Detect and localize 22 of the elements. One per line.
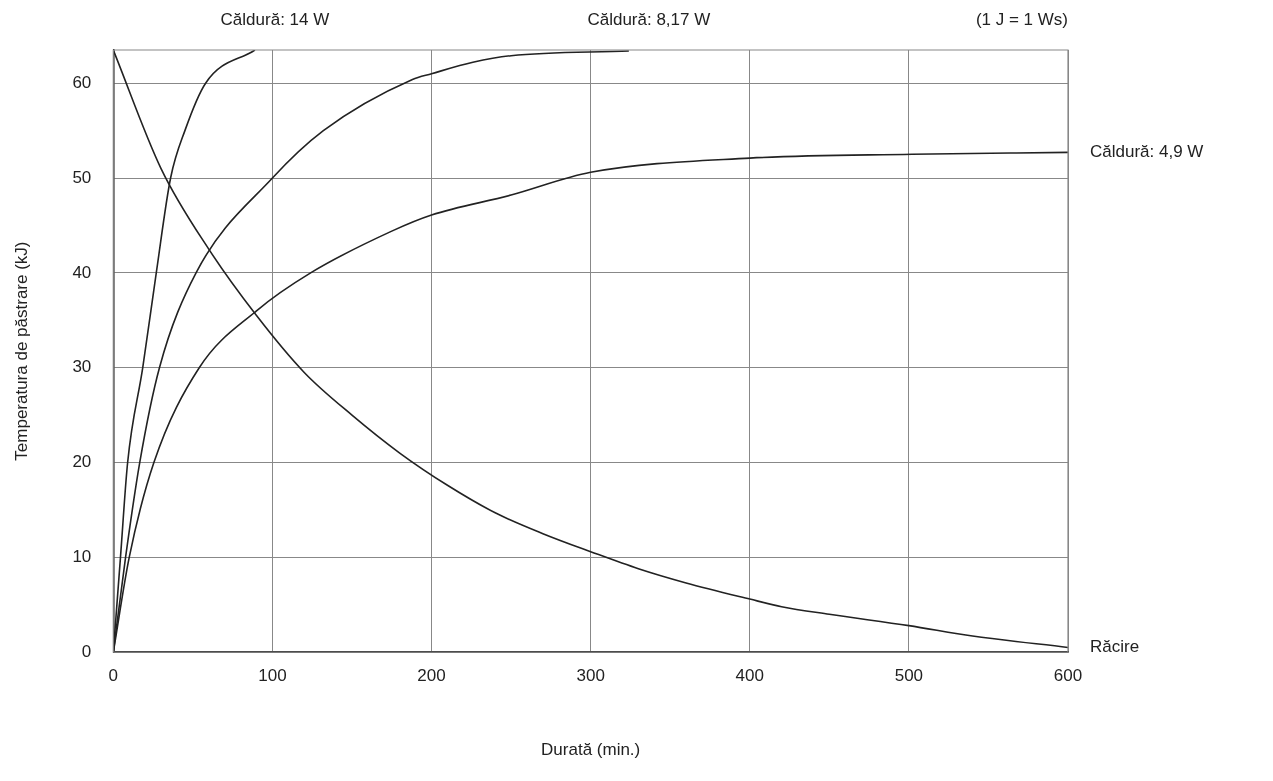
- line-series: [113, 50, 1068, 649]
- y-tick-label: 0: [81, 641, 92, 661]
- x-tick-label: 500: [894, 666, 924, 686]
- y-tick-label: 20: [72, 452, 92, 472]
- y-tick-label: 60: [72, 72, 92, 92]
- y-axis-title: Temperatura de păstrare (kJ): [11, 241, 31, 461]
- x-tick-label: 100: [258, 666, 287, 686]
- x-tick-label: 300: [576, 666, 605, 686]
- series-label: Căldură: 4,9 W: [1090, 142, 1204, 162]
- x-tick-label: 400: [735, 666, 764, 686]
- series-label: Căldură: 8,17 W: [587, 9, 711, 29]
- x-axis-title: Durată (min.): [541, 740, 641, 760]
- text: (1 J = 1 Ws): [975, 9, 1068, 29]
- x-tick-label: 200: [417, 666, 446, 686]
- y-tick-label: 40: [72, 262, 92, 282]
- y-tick-label: 30: [72, 357, 92, 377]
- x-tick-label: 0: [108, 666, 119, 686]
- series-label: Răcire: [1090, 637, 1140, 657]
- text: Căldură: 14 W: [220, 9, 330, 29]
- y-tick-label: 50: [72, 167, 92, 187]
- x-tick-label: 600: [1053, 666, 1083, 686]
- y-tick-label: 10: [72, 547, 92, 567]
